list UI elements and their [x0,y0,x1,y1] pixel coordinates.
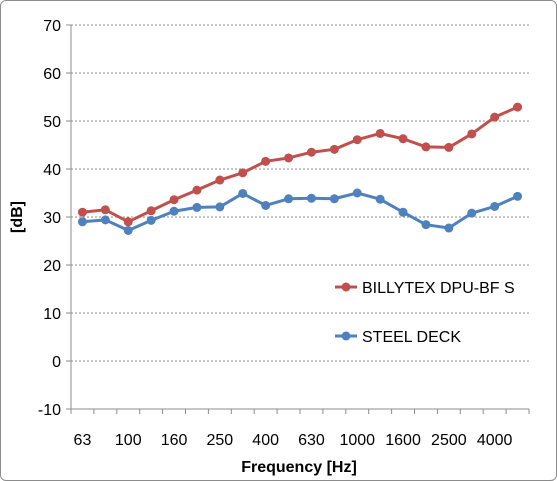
x-tick-label: 630 [298,432,325,449]
data-point [306,147,316,157]
data-point [238,188,248,198]
y-tick-label: -10 [38,402,61,419]
y-tick-label: 60 [43,66,61,83]
x-tick-label: 63 [74,432,92,449]
data-point [261,200,271,210]
x-tick-labels: 63 100 160 250 400 630 1000 1600 2500 4000 [74,432,513,449]
x-tick-label: 100 [115,432,142,449]
data-point [513,102,523,112]
y-tick-label: 50 [43,114,61,131]
data-point [375,194,385,204]
data-point [352,188,362,198]
data-point [329,194,339,204]
x-tick-label: 160 [161,432,188,449]
data-point [352,135,362,145]
x-tick-label: 250 [206,432,233,449]
data-point [467,208,477,218]
y-tick-label: 10 [43,306,61,323]
data-point [467,129,477,139]
axes [66,24,530,414]
data-point [146,206,156,216]
data-point [169,206,179,216]
data-point [375,128,385,138]
data-point [215,175,225,185]
data-point [261,156,271,166]
data-point [329,144,339,154]
data-point [169,195,179,205]
data-point [490,112,500,122]
data-point [192,202,202,212]
x-tick-label: 400 [252,432,279,449]
y-tick-label: 40 [43,162,61,179]
x-axis-label: Frequency [Hz] [241,459,357,476]
y-tick-label: 20 [43,258,61,275]
legend: BILLYTEX DPU-BF S STEEL DECK [335,280,515,346]
y-axis-label: [dB] [9,201,26,233]
y-tick-label: 0 [52,354,61,371]
data-point [444,223,454,233]
data-point [490,201,500,211]
series-line-0 [82,105,519,224]
x-tick-label: 4000 [477,432,513,449]
data-point [238,168,248,178]
data-point [306,193,316,203]
data-point [284,194,294,204]
data-point [192,185,202,195]
data-point [398,207,408,217]
data-point [421,142,431,152]
data-point [77,207,87,217]
legend-label-0: BILLYTEX DPU-BF S [362,280,515,297]
data-point [398,134,408,144]
x-tick-label: 1000 [339,432,375,449]
y-tick-label: 30 [43,210,61,227]
data-point [100,205,110,215]
data-point [77,217,87,227]
data-point [444,142,454,152]
series-group [77,102,523,235]
legend-marker-0 [341,282,351,292]
data-point [421,220,431,230]
y-tick-labels: -10 0 10 20 30 40 50 60 70 [38,18,61,419]
y-tick-label: 70 [43,18,61,35]
data-point [513,191,523,201]
data-point [215,202,225,212]
data-point [284,153,294,163]
data-point [146,215,156,225]
x-tick-label: 2500 [431,432,467,449]
x-tick-label: 1600 [385,432,421,449]
legend-label-1: STEEL DECK [362,329,461,346]
legend-marker-1 [341,331,351,341]
data-point [123,217,133,227]
data-point [123,225,133,235]
grid-lines [71,24,529,362]
data-point [100,215,110,225]
